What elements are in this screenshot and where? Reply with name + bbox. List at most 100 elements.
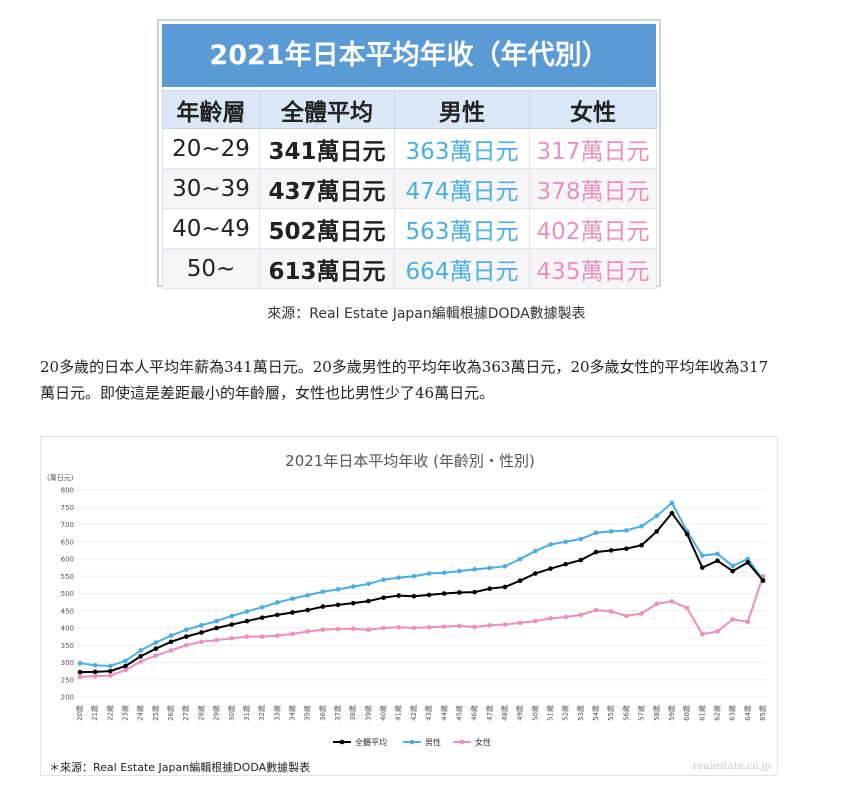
x-tick-label: 29歲 bbox=[212, 705, 221, 721]
cell-male: 363萬日元 bbox=[394, 128, 530, 169]
x-tick-label: 48歲 bbox=[500, 705, 509, 721]
x-tick-label: 60歲 bbox=[682, 705, 691, 721]
data-point-male bbox=[593, 530, 599, 536]
legend-label-male: 男性 bbox=[425, 737, 441, 747]
data-point-overall bbox=[441, 591, 447, 596]
cell-female: 317萬日元 bbox=[529, 128, 657, 169]
cell-female: 402萬日元 bbox=[529, 208, 657, 249]
data-point-male bbox=[624, 528, 629, 533]
income-line-chart: 2021年日本平均年收 (年齡別・性別) (萬日元) 200 250 300 350 4… bbox=[40, 436, 778, 776]
data-point-female bbox=[411, 625, 417, 631]
data-point-male bbox=[563, 539, 568, 545]
data-point-male bbox=[517, 556, 523, 562]
data-point-overall bbox=[290, 610, 295, 615]
x-tick-label: 53歲 bbox=[576, 705, 585, 721]
legend-marker-female bbox=[459, 739, 465, 745]
data-point-overall bbox=[426, 592, 432, 598]
y-tick-label: 200 bbox=[61, 694, 74, 702]
y-tick-label: 650 bbox=[61, 538, 74, 546]
data-point-female bbox=[608, 609, 614, 614]
legend-label-overall: 全體平均 bbox=[355, 737, 387, 747]
cell-female: 378萬日元 bbox=[529, 168, 657, 209]
x-tick-label: 50歲 bbox=[530, 705, 539, 721]
header-overall: 全體平均 bbox=[259, 90, 395, 129]
data-point-female bbox=[426, 625, 432, 630]
x-tick-label: 40歲 bbox=[379, 705, 388, 721]
y-tick-label: 800 bbox=[61, 487, 74, 495]
data-point-male bbox=[168, 633, 174, 638]
data-point-female bbox=[259, 634, 265, 639]
x-tick-label: 37歲 bbox=[333, 705, 342, 721]
table-row: 20~29 341萬日元 363萬日元 317萬日元 bbox=[162, 128, 657, 169]
data-point-overall bbox=[214, 625, 219, 631]
data-point-overall bbox=[730, 568, 735, 574]
data-point-overall bbox=[502, 584, 508, 590]
header-female: 女性 bbox=[529, 90, 657, 129]
data-point-male bbox=[183, 627, 189, 633]
x-tick-label: 27歲 bbox=[181, 705, 190, 721]
x-tick-label: 24歲 bbox=[136, 705, 145, 721]
x-tick-label: 57歲 bbox=[637, 705, 646, 721]
y-tick-label: 450 bbox=[61, 607, 74, 615]
data-point-overall bbox=[578, 557, 584, 563]
data-point-male bbox=[578, 536, 584, 542]
data-point-overall bbox=[92, 669, 98, 675]
data-point-female bbox=[320, 627, 326, 633]
y-tick-label: 600 bbox=[61, 556, 74, 564]
summary-grid: 年齡層 全體平均 男性 女性 20~29 341萬日元 363萬日元 317萬日… bbox=[162, 90, 657, 289]
legend-marker-male bbox=[409, 739, 415, 745]
data-point-male bbox=[426, 571, 432, 576]
data-point-female bbox=[183, 642, 189, 648]
data-point-male bbox=[229, 613, 235, 619]
y-tick-label: 250 bbox=[61, 676, 74, 684]
data-point-female bbox=[624, 613, 629, 619]
data-point-female bbox=[244, 634, 250, 639]
y-tick-label: 500 bbox=[61, 590, 74, 598]
data-point-overall bbox=[563, 561, 568, 567]
data-point-overall bbox=[335, 602, 341, 608]
data-point-overall bbox=[715, 558, 720, 564]
data-point-female bbox=[699, 631, 705, 637]
data-point-female bbox=[396, 625, 402, 630]
data-point-overall bbox=[350, 600, 356, 606]
table-header-row: 年齡層 全體平均 男性 女性 bbox=[162, 90, 657, 129]
data-point-male bbox=[548, 542, 553, 547]
data-point-male bbox=[533, 548, 538, 554]
data-point-overall bbox=[320, 604, 326, 609]
series-line-overall bbox=[79, 511, 764, 674]
data-point-female bbox=[548, 616, 553, 621]
data-point-overall bbox=[548, 566, 553, 571]
data-point-overall bbox=[684, 531, 690, 537]
data-point-male bbox=[320, 589, 326, 595]
x-tick-label: 20歲 bbox=[75, 705, 84, 721]
data-point-female bbox=[366, 627, 371, 633]
data-point-male bbox=[214, 618, 219, 624]
x-tick-label: 28歲 bbox=[196, 705, 205, 721]
data-point-male bbox=[441, 570, 447, 576]
data-point-overall bbox=[244, 618, 250, 624]
data-point-male bbox=[123, 658, 128, 664]
data-point-female bbox=[335, 626, 341, 632]
data-point-overall bbox=[669, 510, 675, 516]
data-point-overall bbox=[745, 560, 751, 565]
data-point-male bbox=[350, 584, 356, 589]
data-point-overall bbox=[275, 612, 280, 618]
x-tick-label: 64歲 bbox=[743, 705, 752, 721]
data-point-female bbox=[229, 636, 235, 641]
data-point-male bbox=[138, 648, 144, 653]
x-axis: 20歲 21歲 22歲 23歲 24歲 25歲 26歲 27歲 28歲 29歲 30歲 31歲 32歲 3… bbox=[75, 705, 767, 721]
cell-overall: 341萬日元 bbox=[259, 128, 395, 169]
x-tick-label: 38歲 bbox=[348, 705, 357, 721]
data-point-female bbox=[487, 622, 493, 628]
data-point-male bbox=[153, 640, 159, 645]
x-tick-label: 62歲 bbox=[712, 705, 721, 721]
x-tick-label: 54歲 bbox=[591, 705, 600, 721]
data-point-female bbox=[715, 629, 720, 634]
data-point-male bbox=[244, 609, 250, 614]
table-row: 50~ 613萬日元 664萬日元 435萬日元 bbox=[162, 248, 657, 289]
x-tick-label: 26歲 bbox=[166, 705, 175, 721]
data-point-male bbox=[608, 529, 614, 534]
data-point-overall bbox=[608, 548, 614, 553]
data-point-male bbox=[366, 581, 371, 587]
data-point-female bbox=[305, 629, 310, 634]
